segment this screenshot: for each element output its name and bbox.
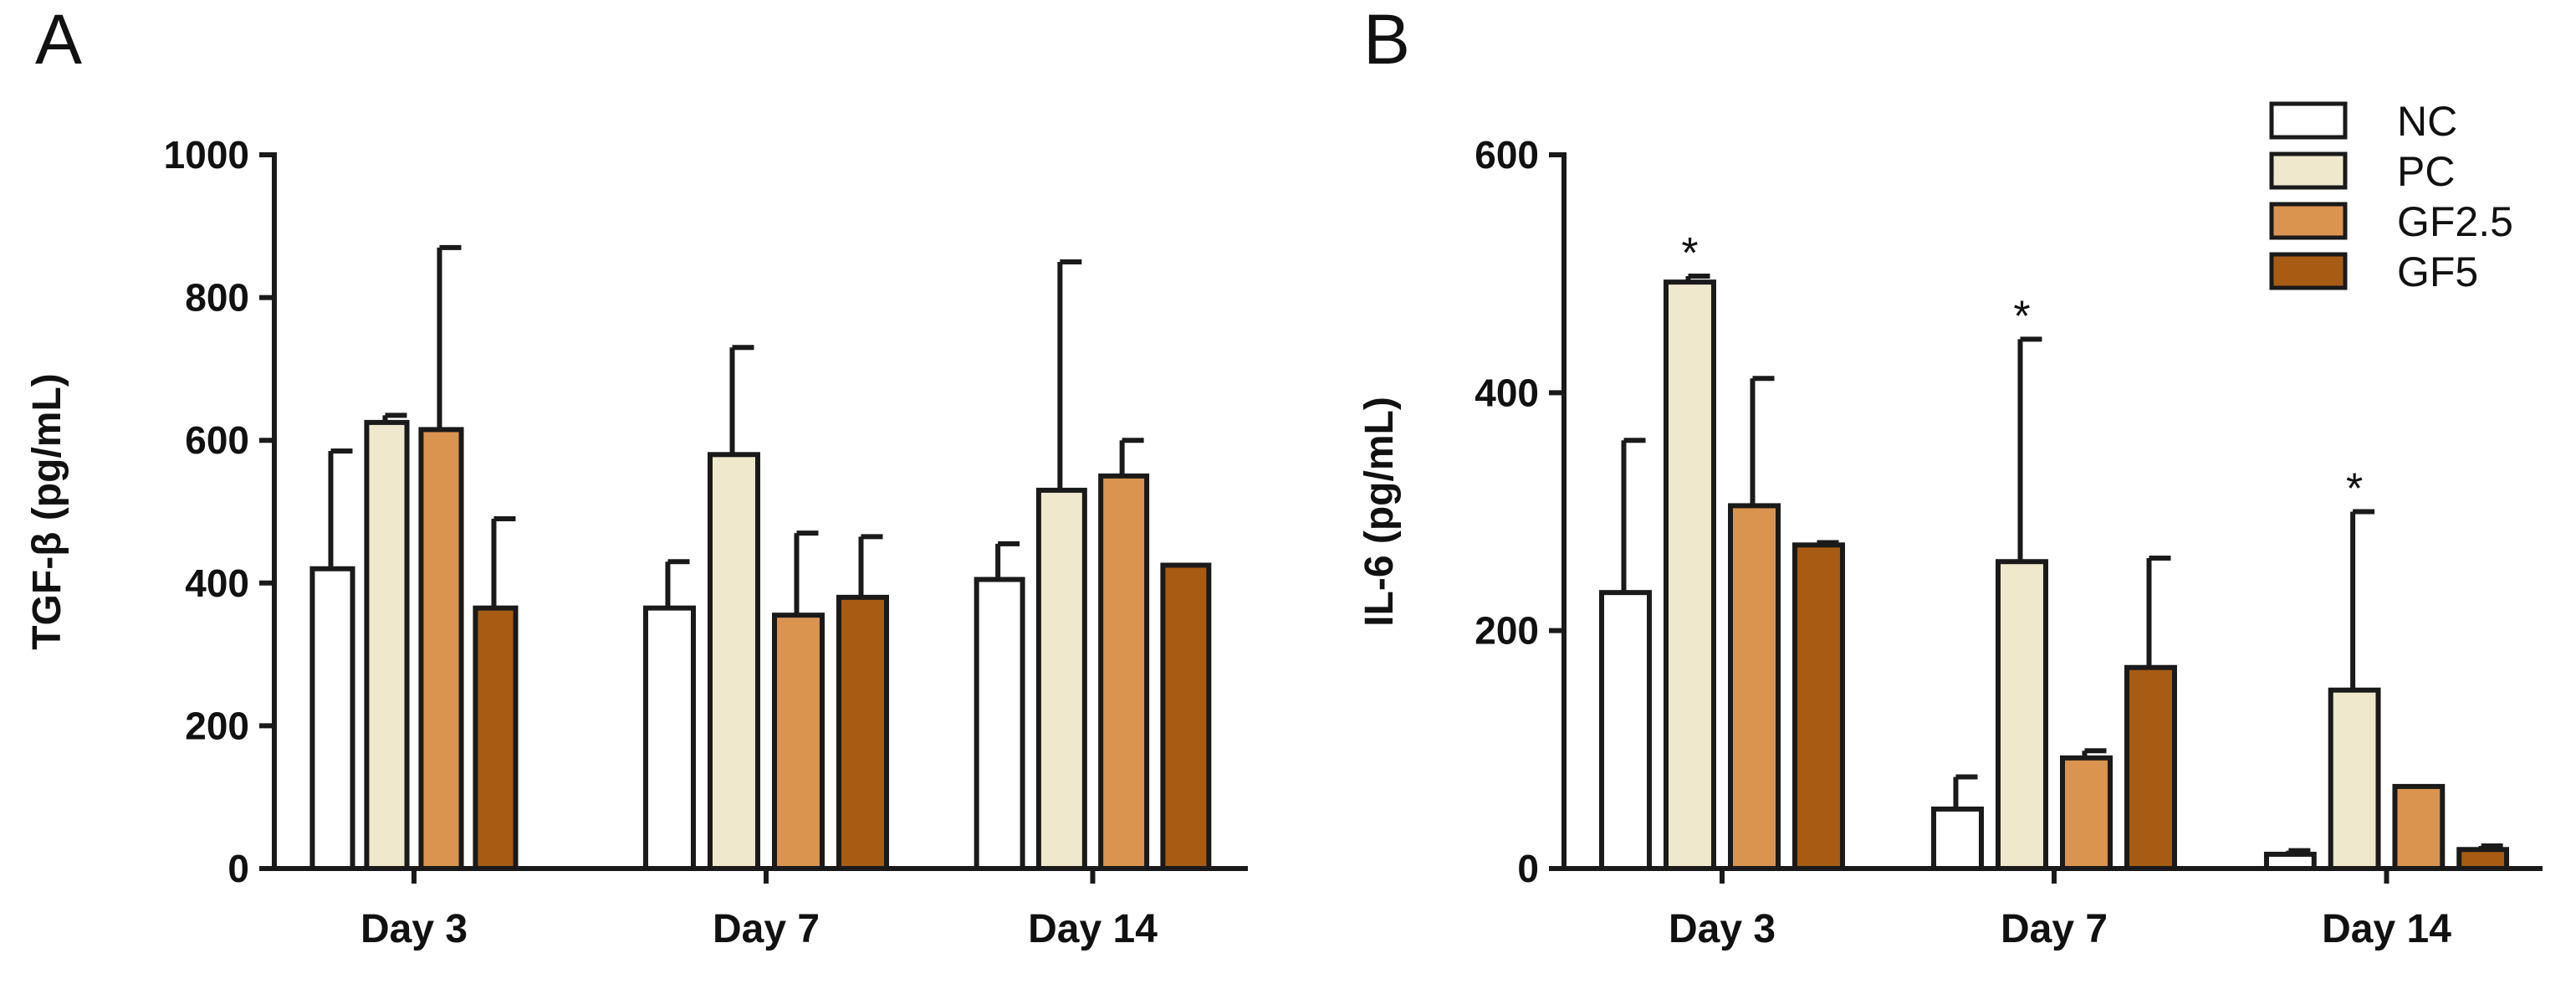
bar-pc-day-7 [1996,559,2048,872]
bar-nc-day-14 [974,577,1025,871]
y-axis-title: TGF-β (pg/mL) [25,373,69,650]
bar-gf5-day-7 [836,594,889,871]
bar-gf25-day-3 [418,427,464,871]
bar-nc-day-7 [643,605,696,872]
y-tick-label: 400 [185,561,249,605]
y-tick-label: 0 [227,847,249,890]
x-tick-label: Day 14 [1028,907,1158,951]
legend-label: GF2.5 [2397,198,2513,245]
bar-pc-day-14 [1035,487,1087,871]
bar-gf5-day-14 [2456,847,2510,872]
panel-a: A Day 3 Day 7 Day 14 0 200 400 600 800 1000 TGF-β … [25,0,1248,951]
y-tick-label: 200 [1475,609,1539,653]
legend-label: NC [2397,98,2457,145]
bar-gf25-day-7 [2060,755,2113,871]
y-tick-label: 1000 [164,133,249,177]
x-tick-label: Day 3 [1669,907,1776,951]
bar-pc-day-14 [2328,687,2381,871]
legend-label: PC [2397,148,2455,195]
y-tick-label: 400 [1475,371,1539,414]
bar-gf5-day-7 [2124,664,2177,872]
significance-star: * [2013,292,2030,341]
legend-swatch-nc [2269,101,2348,140]
bar-pc-day-3 [364,419,410,871]
bar-nc-day-7 [1931,806,1984,872]
bar-gf5-day-3 [1792,542,1845,871]
y-tick-label: 600 [1475,133,1539,177]
panel-letter: B [1363,0,1410,79]
x-tick-label: Day 7 [713,907,820,951]
bar-gf25-day-7 [772,612,825,871]
y-tick-label: 800 [185,276,249,320]
y-tick-label: 600 [185,418,249,462]
x-tick-label: Day 14 [2322,907,2451,951]
bar-gf25-day-14 [1098,473,1150,871]
bar-pc-day-7 [708,452,760,871]
y-axis-title: IL-6 (pg/mL) [1357,397,1402,627]
bar-gf5-day-14 [1160,562,1212,871]
legend-swatch-gf25 [2269,202,2348,240]
significance-star: * [2346,465,2363,514]
bar-nc-day-3 [1599,590,1652,871]
panel-b: B Day 3 Day 7 Day 14 * * * 0 200 400 600 IL-6 (pg/m… [1357,0,2543,951]
legend-swatch-gf5 [2269,252,2348,290]
significance-star: * [1681,229,1698,278]
bar-gf5-day-3 [473,605,519,872]
legend-swatch-pc [2269,151,2348,190]
x-tick-label: Day 3 [360,907,468,951]
bar-pc-day-3 [1664,279,1716,871]
bar-nc-day-3 [309,566,355,871]
bar-gf25-day-3 [1728,503,1781,871]
y-tick-label: 200 [185,704,249,747]
y-tick-label: 0 [1517,847,1539,890]
x-tick-label: Day 7 [2001,907,2108,951]
panel-letter: A [35,0,82,79]
legend-label: GF5 [2397,249,2478,295]
bar-gf25-day-14 [2392,783,2446,872]
